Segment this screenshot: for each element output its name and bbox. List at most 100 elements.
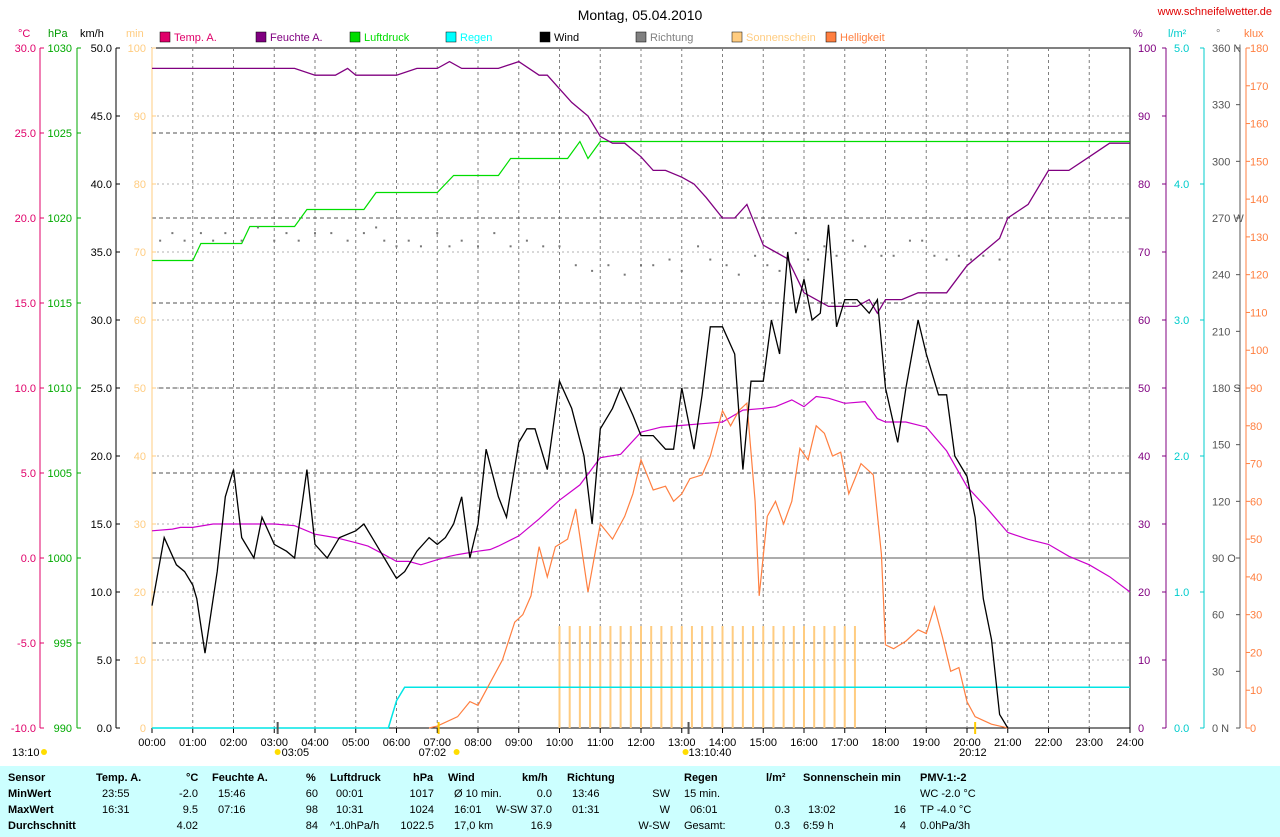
axes-lux-label-12: 60 — [1250, 496, 1262, 508]
axes-wind-label-7: 15.0 — [91, 519, 112, 531]
axes-direction-label-10: 60 — [1212, 610, 1224, 622]
axes-humidity-label-0: 100 — [1138, 43, 1156, 55]
axes-temp-label-7: -5.0 — [17, 638, 36, 650]
axes-wind-label-10: 0.0 — [97, 723, 112, 735]
time-label-11: 11:00 — [587, 737, 614, 749]
direction-dot-14 — [362, 232, 365, 235]
direction-dot-3 — [199, 232, 202, 235]
axes-sun-label-3: 70 — [134, 247, 146, 259]
axes-lux-label-9: 90 — [1250, 383, 1262, 395]
series-line-humidity — [152, 60, 1130, 315]
hdr-wind-unit: km/h — [522, 772, 548, 784]
direction-dot-46 — [823, 245, 826, 248]
axes-sun-label-9: 10 — [134, 655, 146, 667]
sun-icon — [41, 749, 47, 755]
time-label-12: 12:00 — [627, 737, 655, 749]
axes-humidity-label-4: 60 — [1138, 315, 1150, 327]
press-min-time: 00:01 — [336, 788, 364, 800]
axes-humidity-label-9: 10 — [1138, 655, 1150, 667]
axes-sun-label-5: 50 — [134, 383, 146, 395]
series-line-temp — [151, 395, 1131, 593]
time-label-5: 05:00 — [342, 737, 370, 749]
direction-dot-40 — [737, 273, 740, 276]
axes-pressure-label-1: 1025 — [48, 128, 72, 140]
time-label-15: 15:00 — [749, 737, 777, 749]
axes-wind-label-5: 25.0 — [91, 383, 112, 395]
legend-label-4: Wind — [554, 32, 579, 44]
axes-pressure-label-4: 1010 — [48, 383, 72, 395]
direction-dot-57 — [970, 258, 973, 261]
direction-dot-44 — [794, 232, 797, 235]
time-label-22: 22:00 — [1035, 737, 1063, 749]
legend-swatch-2 — [349, 31, 361, 43]
time-label-6: 06:00 — [383, 737, 411, 749]
axes-sun-label-8: 20 — [134, 587, 146, 599]
axes-sun-label-4: 60 — [134, 315, 146, 327]
time-label-0: 00:00 — [138, 737, 166, 749]
direction-dot-12 — [330, 232, 333, 235]
temp-min-val: -2.0 — [179, 788, 198, 800]
axes-temp-label-5: 5.0 — [21, 468, 36, 480]
direction-dot-19 — [419, 245, 422, 248]
pmv-trend: 0.0hPa/3h — [920, 820, 971, 832]
time-label-17: 17:00 — [831, 737, 859, 749]
hdr-hum-unit: % — [306, 772, 316, 784]
direction-dot-21 — [448, 245, 451, 248]
rain-time: 06:01 — [690, 804, 718, 816]
hdr-rain: Regen — [684, 772, 718, 784]
axes-direction-label-5: 210 — [1212, 326, 1230, 338]
direction-dot-45 — [807, 258, 810, 261]
direction-dot-36 — [680, 269, 683, 272]
direction-dot-51 — [892, 254, 895, 257]
chart-title: Montag, 05.04.2010 — [578, 7, 703, 23]
hdr-temp-unit: °C — [186, 772, 199, 784]
legend-swatch-0 — [159, 31, 171, 43]
legend-label-0: Temp. A. — [174, 32, 217, 44]
direction-dot-29 — [574, 264, 577, 267]
x-axis: 00:00 01:00 02:00 03:00 04:00 05:00 06:00 07:00… — [138, 728, 1144, 749]
time-label-1: 01:00 — [179, 737, 207, 749]
pmv-windchill: WC -2.0 °C — [920, 788, 976, 800]
temp-max-time: 16:31 — [102, 804, 130, 816]
time-label-4: 04:00 — [301, 737, 329, 749]
axes-direction-label-6: 180 S — [1212, 383, 1241, 395]
direction-dot-22 — [460, 239, 463, 242]
humidity-unit: % — [1133, 28, 1143, 40]
direction-dot-15 — [375, 226, 378, 229]
press-max-val: 1024 — [409, 804, 434, 816]
axes-sun-label-7: 30 — [134, 519, 146, 531]
legend-swatch-4 — [539, 31, 551, 43]
direction-dot-55 — [945, 258, 948, 261]
direction-dot-18 — [407, 239, 410, 242]
press-max-time: 10:31 — [336, 804, 364, 816]
time-label-7: 07:00 — [423, 737, 451, 749]
direction-dot-54 — [933, 254, 936, 257]
rain-total-val: 0.3 — [774, 820, 790, 832]
wind-unit: km/h — [80, 28, 104, 40]
time-label-8: 08:00 — [464, 737, 492, 749]
axes-humidity-label-10: 0 — [1138, 723, 1144, 735]
axes-pressure-label-5: 1005 — [48, 468, 72, 480]
axes-lux-label-17: 10 — [1250, 685, 1262, 697]
axes-direction-label-9: 90 O — [1212, 553, 1236, 565]
temp-min-time: 23:55 — [102, 788, 130, 800]
axes-lux-label-14: 40 — [1250, 572, 1262, 584]
time-label-16: 16:00 — [790, 737, 818, 749]
dir-avg: W-SW — [638, 820, 670, 832]
dir-min-time: 13:46 — [572, 788, 600, 800]
axes-humidity-label-5: 50 — [1138, 383, 1150, 395]
axes-wind-label-4: 30.0 — [91, 315, 112, 327]
direction-dot-25 — [509, 245, 512, 248]
direction-dot-20 — [436, 232, 439, 235]
axes-lux-label-11: 70 — [1250, 459, 1262, 471]
axes-direction-label-11: 30 — [1212, 666, 1224, 678]
axes-rain-label-2: 3.0 — [1174, 315, 1189, 327]
sun-total: 6:59 h — [803, 820, 834, 832]
hum-avg: 84 — [305, 820, 318, 832]
press-min-val: 1017 — [409, 788, 434, 800]
direction-dot-32 — [623, 273, 626, 276]
noon-label: 13:10:40 — [689, 747, 732, 759]
series-line-brightness — [428, 401, 1008, 729]
hum-max-val: 98 — [305, 804, 318, 816]
hum-min-time: 15:46 — [218, 788, 246, 800]
